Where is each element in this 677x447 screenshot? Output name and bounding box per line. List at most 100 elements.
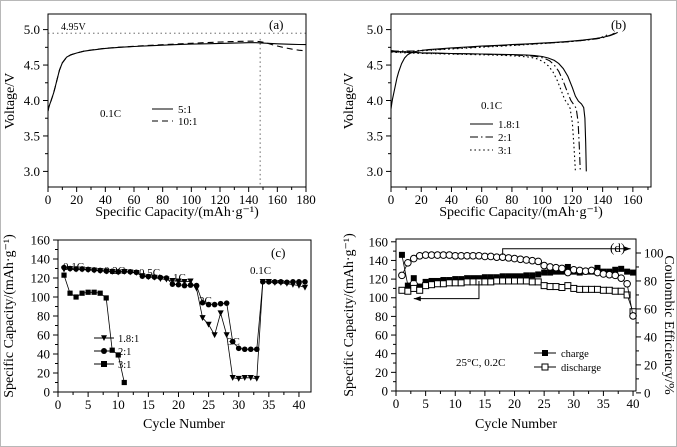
- square-open-marker: [558, 283, 566, 291]
- circle-marker: [187, 282, 194, 288]
- right-axis-title: Coulombic Efficiency/%: [661, 255, 676, 395]
- circle-open-marker: [629, 312, 637, 320]
- chart-panel-c-rate-capability: 0 5 10 15 20 25 30 35 40 0 20 40 60 80 100 120 140 160 Cyc…: [1, 225, 339, 446]
- square-open-marker: [404, 287, 412, 295]
- circle-open-marker: [611, 271, 620, 280]
- triangle-down-marker: [247, 374, 254, 381]
- y-tick-label: 0: [44, 385, 51, 400]
- x-tick-label: 100: [532, 192, 552, 207]
- x-tick-label: 15: [478, 396, 491, 411]
- circle-marker: [133, 269, 140, 276]
- x-tick-label: 10: [112, 397, 125, 412]
- square-marker: [529, 272, 536, 279]
- circle-marker: [290, 279, 296, 285]
- square-open-marker: [570, 284, 578, 292]
- chart-panel-d-cycling-efficiency: 0 5 10 15 20 25 30 35 40 0 20 40 60 80 100 120 140 160 0 20…: [339, 225, 676, 446]
- x-tick-label: 25: [202, 397, 215, 412]
- circle-marker: [229, 338, 236, 345]
- y-tick-label: 140: [31, 252, 51, 267]
- x-tick-label: 5: [85, 397, 92, 412]
- square-marker: [422, 278, 429, 285]
- x-tick-label: 180: [296, 192, 316, 207]
- square-marker: [464, 275, 471, 282]
- y-tick-label: 160: [31, 233, 51, 248]
- square-marker: [499, 273, 506, 280]
- square-marker: [85, 289, 91, 295]
- circle-marker: [73, 266, 79, 272]
- circle-marker: [91, 267, 97, 273]
- plot-box: [57, 239, 312, 393]
- series-group: [60, 264, 309, 386]
- triangle-down-marker: [187, 278, 194, 285]
- y-tick-label: 100: [369, 290, 389, 305]
- square-open-marker: [451, 279, 459, 287]
- square-marker: [481, 274, 488, 281]
- square-open-marker: [576, 285, 584, 293]
- square-marker: [73, 294, 79, 300]
- series-group: [390, 31, 618, 172]
- circle-marker: [302, 279, 308, 285]
- annotation-a: (a): [269, 17, 283, 32]
- x-tick-label: 0: [393, 396, 400, 411]
- circle-open-marker: [409, 254, 418, 263]
- y-tick-label: 3.5: [367, 128, 383, 143]
- circle-marker: [175, 281, 182, 288]
- square-marker: [61, 272, 67, 278]
- y-tick-label: 100: [31, 290, 51, 305]
- y-tick-label: 40: [37, 347, 50, 362]
- chart-svg-d: 0 5 10 15 20 25 30 35 40 0 20 40 60 80 100 120 140 160 0 20…: [342, 233, 676, 432]
- square-open-marker: [410, 284, 418, 292]
- square-open-marker: [422, 282, 430, 290]
- triangle-down-marker: [205, 321, 212, 328]
- right-tick-label: 20: [644, 357, 657, 372]
- square-open-marker: [439, 280, 447, 288]
- square-marker: [594, 264, 601, 271]
- square-open-marker: [433, 280, 441, 288]
- square-marker: [103, 295, 109, 301]
- x-tick-label: 20: [508, 396, 521, 411]
- x-axis-title: Specific Capacity/(mAh·g⁻¹): [95, 205, 259, 220]
- annotation-b: (b): [611, 17, 626, 32]
- y-tick-label: 0: [382, 384, 389, 399]
- x-tick-label: 10: [449, 396, 462, 411]
- square-open-marker: [505, 277, 513, 285]
- circle-open-marker: [558, 264, 566, 273]
- triangle-down-marker: [229, 374, 236, 381]
- square-marker: [115, 352, 121, 358]
- y-tick-label: 4.5: [367, 58, 383, 73]
- circle-open-marker: [623, 279, 631, 288]
- y-tick-label: 20: [375, 365, 388, 380]
- legend-label-discharge: discharge: [561, 363, 601, 374]
- x-tick-label: 0: [55, 397, 62, 412]
- square-open-marker: [617, 287, 625, 295]
- square-marker: [505, 273, 512, 280]
- x-tick-label: 60: [128, 192, 141, 207]
- triangle-down-marker: [223, 332, 230, 339]
- triangle-down-marker: [181, 279, 188, 285]
- square-marker: [542, 350, 548, 356]
- circle-marker: [278, 279, 284, 285]
- x-tick-label: 40: [292, 397, 305, 412]
- series-line-10:1: [47, 40, 307, 112]
- x-tick-label: 5: [422, 396, 429, 411]
- y-axis-title: Voltage/V: [342, 73, 357, 130]
- y-tick-label: 4.0: [24, 93, 40, 108]
- x-tick-label: 60: [475, 192, 488, 207]
- chart-svg-a: 0 20 40 60 80 100 120 140 160 180 3.0 3.5 4.0 4.5 5.0 S…: [3, 13, 316, 220]
- square-marker: [398, 251, 405, 258]
- legend-label-51: 5:1: [178, 104, 192, 116]
- y-axis-title: Specific Capacity/(mAh·g⁻¹): [342, 233, 357, 397]
- square-marker: [541, 269, 548, 276]
- x-tick-label: 80: [505, 192, 518, 207]
- circle-marker: [169, 281, 176, 287]
- series-line-3:1: [390, 33, 610, 53]
- x-axis-title: Cycle Number: [475, 417, 557, 432]
- square-marker: [553, 268, 559, 275]
- x-tick-label: 140: [593, 192, 613, 207]
- circle-marker: [115, 269, 122, 275]
- circle-marker: [121, 268, 128, 275]
- right-tick-label: 80: [644, 273, 657, 288]
- annotation-2c: 2C: [199, 295, 212, 307]
- square-open-marker: [564, 282, 572, 290]
- circle-marker: [101, 348, 107, 354]
